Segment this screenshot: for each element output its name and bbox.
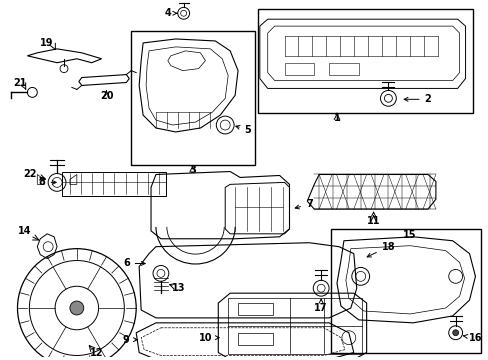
Text: 3: 3 (189, 165, 196, 175)
Text: 11: 11 (366, 212, 380, 226)
Text: 4: 4 (164, 8, 177, 18)
Bar (131, 31, 254, 165)
Text: 12: 12 (90, 347, 103, 357)
Bar (238, 303, 272, 315)
Text: 17: 17 (314, 299, 327, 313)
Text: 7: 7 (295, 199, 312, 209)
Text: 5: 5 (235, 125, 251, 135)
Text: 6: 6 (122, 258, 145, 269)
Text: 19: 19 (41, 38, 54, 48)
Bar (330, 229, 480, 352)
Text: 14: 14 (18, 226, 31, 236)
Text: 10: 10 (198, 333, 219, 343)
Text: 18: 18 (366, 242, 394, 257)
Bar (328, 63, 358, 75)
Circle shape (70, 301, 83, 315)
Bar (62, 171, 165, 196)
Text: 15: 15 (403, 230, 416, 240)
Bar (238, 333, 272, 345)
Text: 13: 13 (172, 283, 185, 293)
Circle shape (452, 330, 458, 336)
Bar (257, 9, 472, 113)
Text: 8: 8 (39, 177, 56, 188)
Text: 2: 2 (403, 94, 430, 104)
Text: 16: 16 (462, 333, 481, 343)
Text: 9: 9 (122, 335, 137, 345)
Bar (284, 63, 314, 75)
Text: 21: 21 (14, 78, 27, 89)
Text: 20: 20 (100, 91, 113, 102)
Bar (228, 298, 361, 355)
Text: 1: 1 (333, 113, 340, 123)
Text: 22: 22 (23, 170, 37, 180)
